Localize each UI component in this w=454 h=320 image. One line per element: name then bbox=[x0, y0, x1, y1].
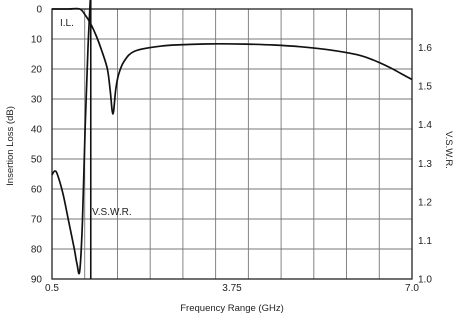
y-left-tick-label: 40 bbox=[31, 125, 43, 136]
plot-frame bbox=[51, 0, 413, 280]
y-right-tick-label: 1.5 bbox=[418, 82, 432, 93]
y-right-tick-label: 1.3 bbox=[418, 159, 432, 170]
x-axis-ticks: 0.5 3.75 7.0 bbox=[45, 283, 419, 294]
series-lines bbox=[51, 0, 413, 275]
vswr-series-line bbox=[51, 0, 92, 275]
y-left-tick-label: 0 bbox=[36, 5, 42, 16]
y-left-tick-label: 50 bbox=[31, 155, 43, 166]
y-right-tick-label: 1.1 bbox=[418, 236, 432, 247]
y-right-tick-label: 1.2 bbox=[418, 197, 432, 208]
vswr-curve-label: V.S.W.R. bbox=[92, 207, 132, 218]
il-curve-label: I.L. bbox=[60, 18, 74, 29]
y-right-tick-label: 1.6 bbox=[418, 43, 432, 54]
x-axis-title: Frequency Range (GHz) bbox=[180, 303, 283, 314]
y-left-tick-label: 20 bbox=[31, 65, 43, 76]
y-axis-right-title: V.S.W.R. bbox=[443, 131, 454, 169]
y-left-tick-label: 80 bbox=[31, 245, 43, 256]
x-tick-label: 3.75 bbox=[222, 283, 242, 294]
y-axis-left-title: Insertion Loss (dB) bbox=[5, 106, 16, 186]
y-left-tick-label: 10 bbox=[31, 35, 43, 46]
y-left-tick-label: 60 bbox=[31, 185, 43, 196]
il-series-line bbox=[52, 7, 413, 115]
y-right-tick-label: 1.0 bbox=[418, 275, 432, 286]
y-left-tick-label: 90 bbox=[31, 275, 43, 286]
x-tick-label: 7.0 bbox=[405, 283, 419, 294]
grid-lines bbox=[52, 9, 412, 279]
right-axis-ticks: 1.0 1.1 1.2 1.3 1.4 1.5 1.6 bbox=[418, 43, 432, 285]
plot-border bbox=[51, 8, 413, 280]
y-left-tick-label: 70 bbox=[31, 215, 43, 226]
x-tick-label: 0.5 bbox=[45, 283, 59, 294]
left-axis-ticks: 0 10 20 30 40 50 60 70 80 90 bbox=[31, 5, 43, 286]
y-left-tick-label: 30 bbox=[31, 95, 43, 106]
y-right-tick-label: 1.4 bbox=[418, 120, 432, 131]
